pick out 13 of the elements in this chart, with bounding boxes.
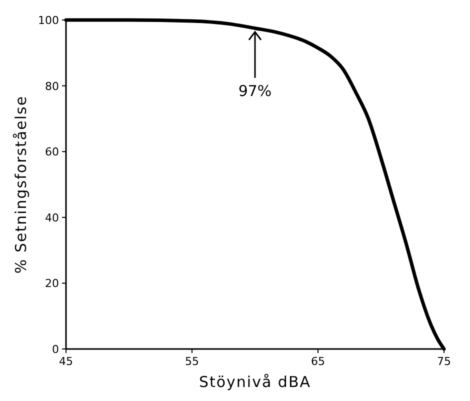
y-tick-label: 80 bbox=[45, 80, 59, 93]
y-tick-label: 60 bbox=[45, 146, 59, 159]
x-tick-label: 45 bbox=[59, 355, 73, 368]
x-tick-label: 65 bbox=[311, 355, 325, 368]
y-tick-label: 100 bbox=[38, 14, 59, 27]
x-tick-label: 55 bbox=[185, 355, 199, 368]
x-axis-title: Stöynivå dBA bbox=[198, 373, 312, 391]
y-axis-title: % Setningsforståelse bbox=[12, 95, 30, 274]
annotation: 97% bbox=[238, 82, 272, 100]
y-tick-label: 0 bbox=[52, 343, 59, 356]
y-tick-label: 40 bbox=[45, 211, 59, 224]
y-tick-label: 20 bbox=[45, 277, 59, 290]
x-tick-label: 75 bbox=[437, 355, 451, 368]
